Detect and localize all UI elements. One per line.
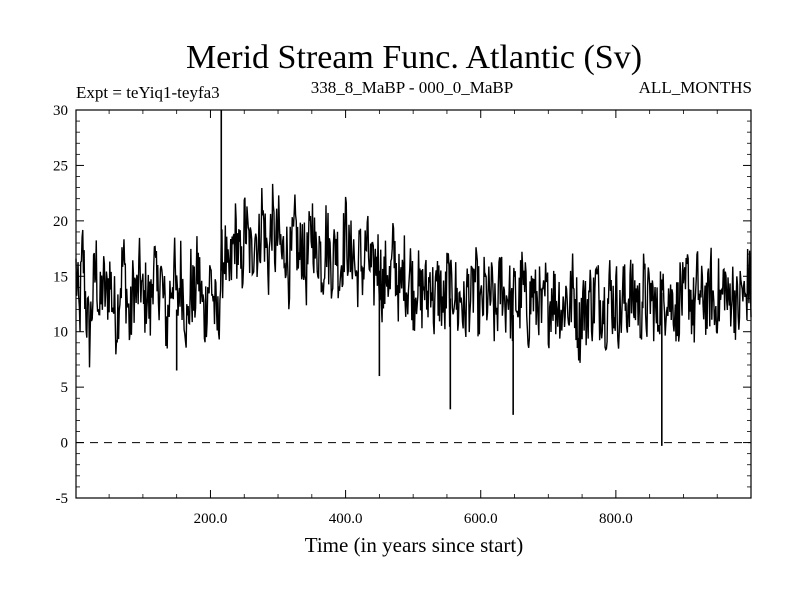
y-tick-label: 20 [53,214,68,230]
chart-subtitle-center: 338_8_MaBP - 000_0_MaBP [311,78,513,97]
chart-title: Merid Stream Func. Atlantic (Sv) [186,39,642,76]
x-tick-label: 200.0 [194,511,228,527]
x-tick-label: 800.0 [599,511,633,527]
chart-subtitle-left: Expt = teYiq1-teyfa3 [76,83,220,102]
x-tick-label: 600.0 [464,511,498,527]
chart-subtitle-right: ALL_MONTHS [639,78,752,97]
y-tick-label: 30 [53,103,68,119]
x-axis: 200.0 400.0 600.0 800.0 [108,110,718,527]
y-tick-label: 5 [61,380,69,396]
spike-marks [175,110,663,446]
y-tick-label: 0 [61,436,69,452]
x-tick-label: 400.0 [329,511,363,527]
y-tick-label: -5 [56,491,69,507]
series-line [75,183,752,368]
x-axis-label: Time (in years since start) [305,533,524,557]
y-tick-label: 25 [53,158,68,174]
y-tick-label: 15 [53,269,68,285]
y-tick-label: 10 [53,325,68,341]
y-axis: -5 0 5 10 15 20 25 30 [53,103,751,507]
